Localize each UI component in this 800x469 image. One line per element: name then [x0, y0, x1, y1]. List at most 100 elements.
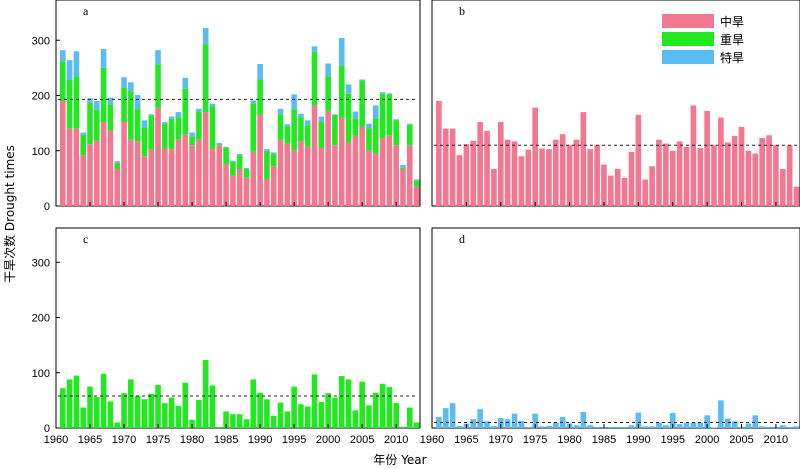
bar-1977 — [546, 425, 552, 428]
bar-2011 — [779, 168, 786, 206]
bar-1981 — [573, 139, 580, 206]
bar-1963 — [449, 128, 456, 206]
bar-1975 — [155, 50, 161, 65]
bar-1988 — [243, 167, 250, 169]
bar-1971 — [504, 419, 511, 428]
x-tick-label: 1970 — [112, 434, 136, 446]
bar-2008 — [379, 93, 386, 139]
bar-2004 — [352, 111, 359, 119]
bar-1984 — [216, 145, 223, 206]
bar-1966 — [94, 140, 100, 206]
x-axis-title: 年份 Year — [373, 453, 426, 467]
x-tick-label: 1970 — [489, 434, 513, 446]
bar-2005 — [359, 80, 365, 127]
bar-2009 — [386, 135, 393, 206]
bar-2005 — [359, 79, 365, 81]
bar-2003 — [724, 418, 731, 428]
x-tick-label: 2000 — [695, 434, 719, 446]
bar-2001 — [332, 397, 338, 428]
bar-2009 — [386, 387, 393, 428]
bar-1994 — [284, 411, 291, 428]
bar-1994 — [284, 124, 291, 127]
legend-swatch — [662, 50, 714, 64]
bar-1999 — [697, 422, 704, 428]
bar-1974 — [148, 149, 155, 206]
bar-1998 — [690, 422, 697, 428]
bar-1964 — [80, 132, 87, 135]
bar-1999 — [318, 116, 325, 123]
bar-2009 — [386, 93, 393, 95]
bar-1983 — [209, 385, 216, 428]
bar-1981 — [196, 108, 202, 112]
bar-1998 — [311, 374, 318, 428]
bar-1994 — [284, 143, 291, 206]
bar-1966 — [94, 109, 100, 141]
bar-1961 — [60, 101, 66, 206]
bar-1998 — [311, 46, 318, 52]
bar-2001 — [332, 145, 338, 206]
bar-1972 — [134, 395, 141, 428]
bar-2012 — [786, 145, 793, 206]
bar-1985 — [223, 147, 229, 165]
x-tick-label: 2010 — [384, 434, 408, 446]
bar-1996 — [676, 424, 683, 428]
bar-1995 — [669, 413, 676, 428]
legend-label: 中旱 — [720, 14, 744, 29]
bar-1992 — [270, 166, 277, 206]
bar-1985 — [223, 146, 229, 148]
bar-1986 — [230, 175, 236, 206]
legend-label: 重旱 — [720, 33, 744, 47]
bar-2002 — [338, 38, 345, 66]
bar-1994 — [663, 143, 669, 206]
bar-1991 — [264, 149, 270, 151]
bar-1968 — [107, 130, 114, 206]
bar-2012 — [407, 124, 413, 146]
bar-1963 — [73, 76, 80, 129]
panel-d: d 1960 1965 1970 1975 1980 1985 1990 1995 2000 200… — [420, 227, 800, 446]
x-tick-label: 2010 — [764, 434, 788, 446]
bar-1968 — [107, 97, 114, 105]
bar-1967 — [100, 122, 107, 206]
bar-1961 — [60, 388, 66, 428]
bar-1976 — [539, 148, 545, 206]
bar-1978 — [175, 117, 182, 140]
bar-1982 — [580, 411, 587, 428]
bar-2005 — [738, 126, 745, 206]
bar-1970 — [497, 418, 504, 428]
bar-1993 — [277, 108, 284, 115]
bar-1974 — [148, 114, 155, 116]
bar-2008 — [379, 138, 386, 206]
x-tick-label: 1960 — [420, 434, 444, 446]
bar-2010 — [393, 145, 399, 206]
y-tick-label: 200 — [32, 313, 50, 325]
bar-2012 — [407, 123, 413, 125]
panel-b: b — [431, 0, 800, 207]
bar-1961 — [436, 416, 442, 428]
bar-1979 — [559, 134, 566, 206]
bar-1963 — [449, 403, 456, 428]
bar-2007 — [372, 105, 379, 119]
x-tick-label: 1975 — [523, 434, 547, 446]
x-tick-label: 1985 — [592, 434, 616, 446]
y-tick-label: 0 — [44, 201, 50, 213]
bar-1993 — [277, 139, 284, 206]
bar-1967 — [100, 67, 107, 123]
bar-1996 — [298, 141, 304, 206]
bar-1979 — [182, 88, 189, 135]
bar-1998 — [690, 105, 697, 206]
bar-2011 — [779, 425, 786, 428]
bar-1977 — [168, 118, 175, 150]
bar-2011 — [400, 165, 406, 168]
bar-1995 — [669, 150, 676, 206]
x-tick-label: 1980 — [180, 434, 204, 446]
bar-1997 — [683, 423, 690, 428]
bar-1963 — [73, 128, 80, 206]
bar-1981 — [573, 425, 580, 428]
bar-1980 — [189, 132, 195, 137]
bar-1962 — [66, 80, 73, 129]
bar-1996 — [298, 113, 304, 118]
panel-label: d — [459, 232, 465, 246]
bar-2002 — [338, 117, 345, 206]
bar-2009 — [766, 135, 772, 206]
bar-2005 — [359, 381, 365, 428]
